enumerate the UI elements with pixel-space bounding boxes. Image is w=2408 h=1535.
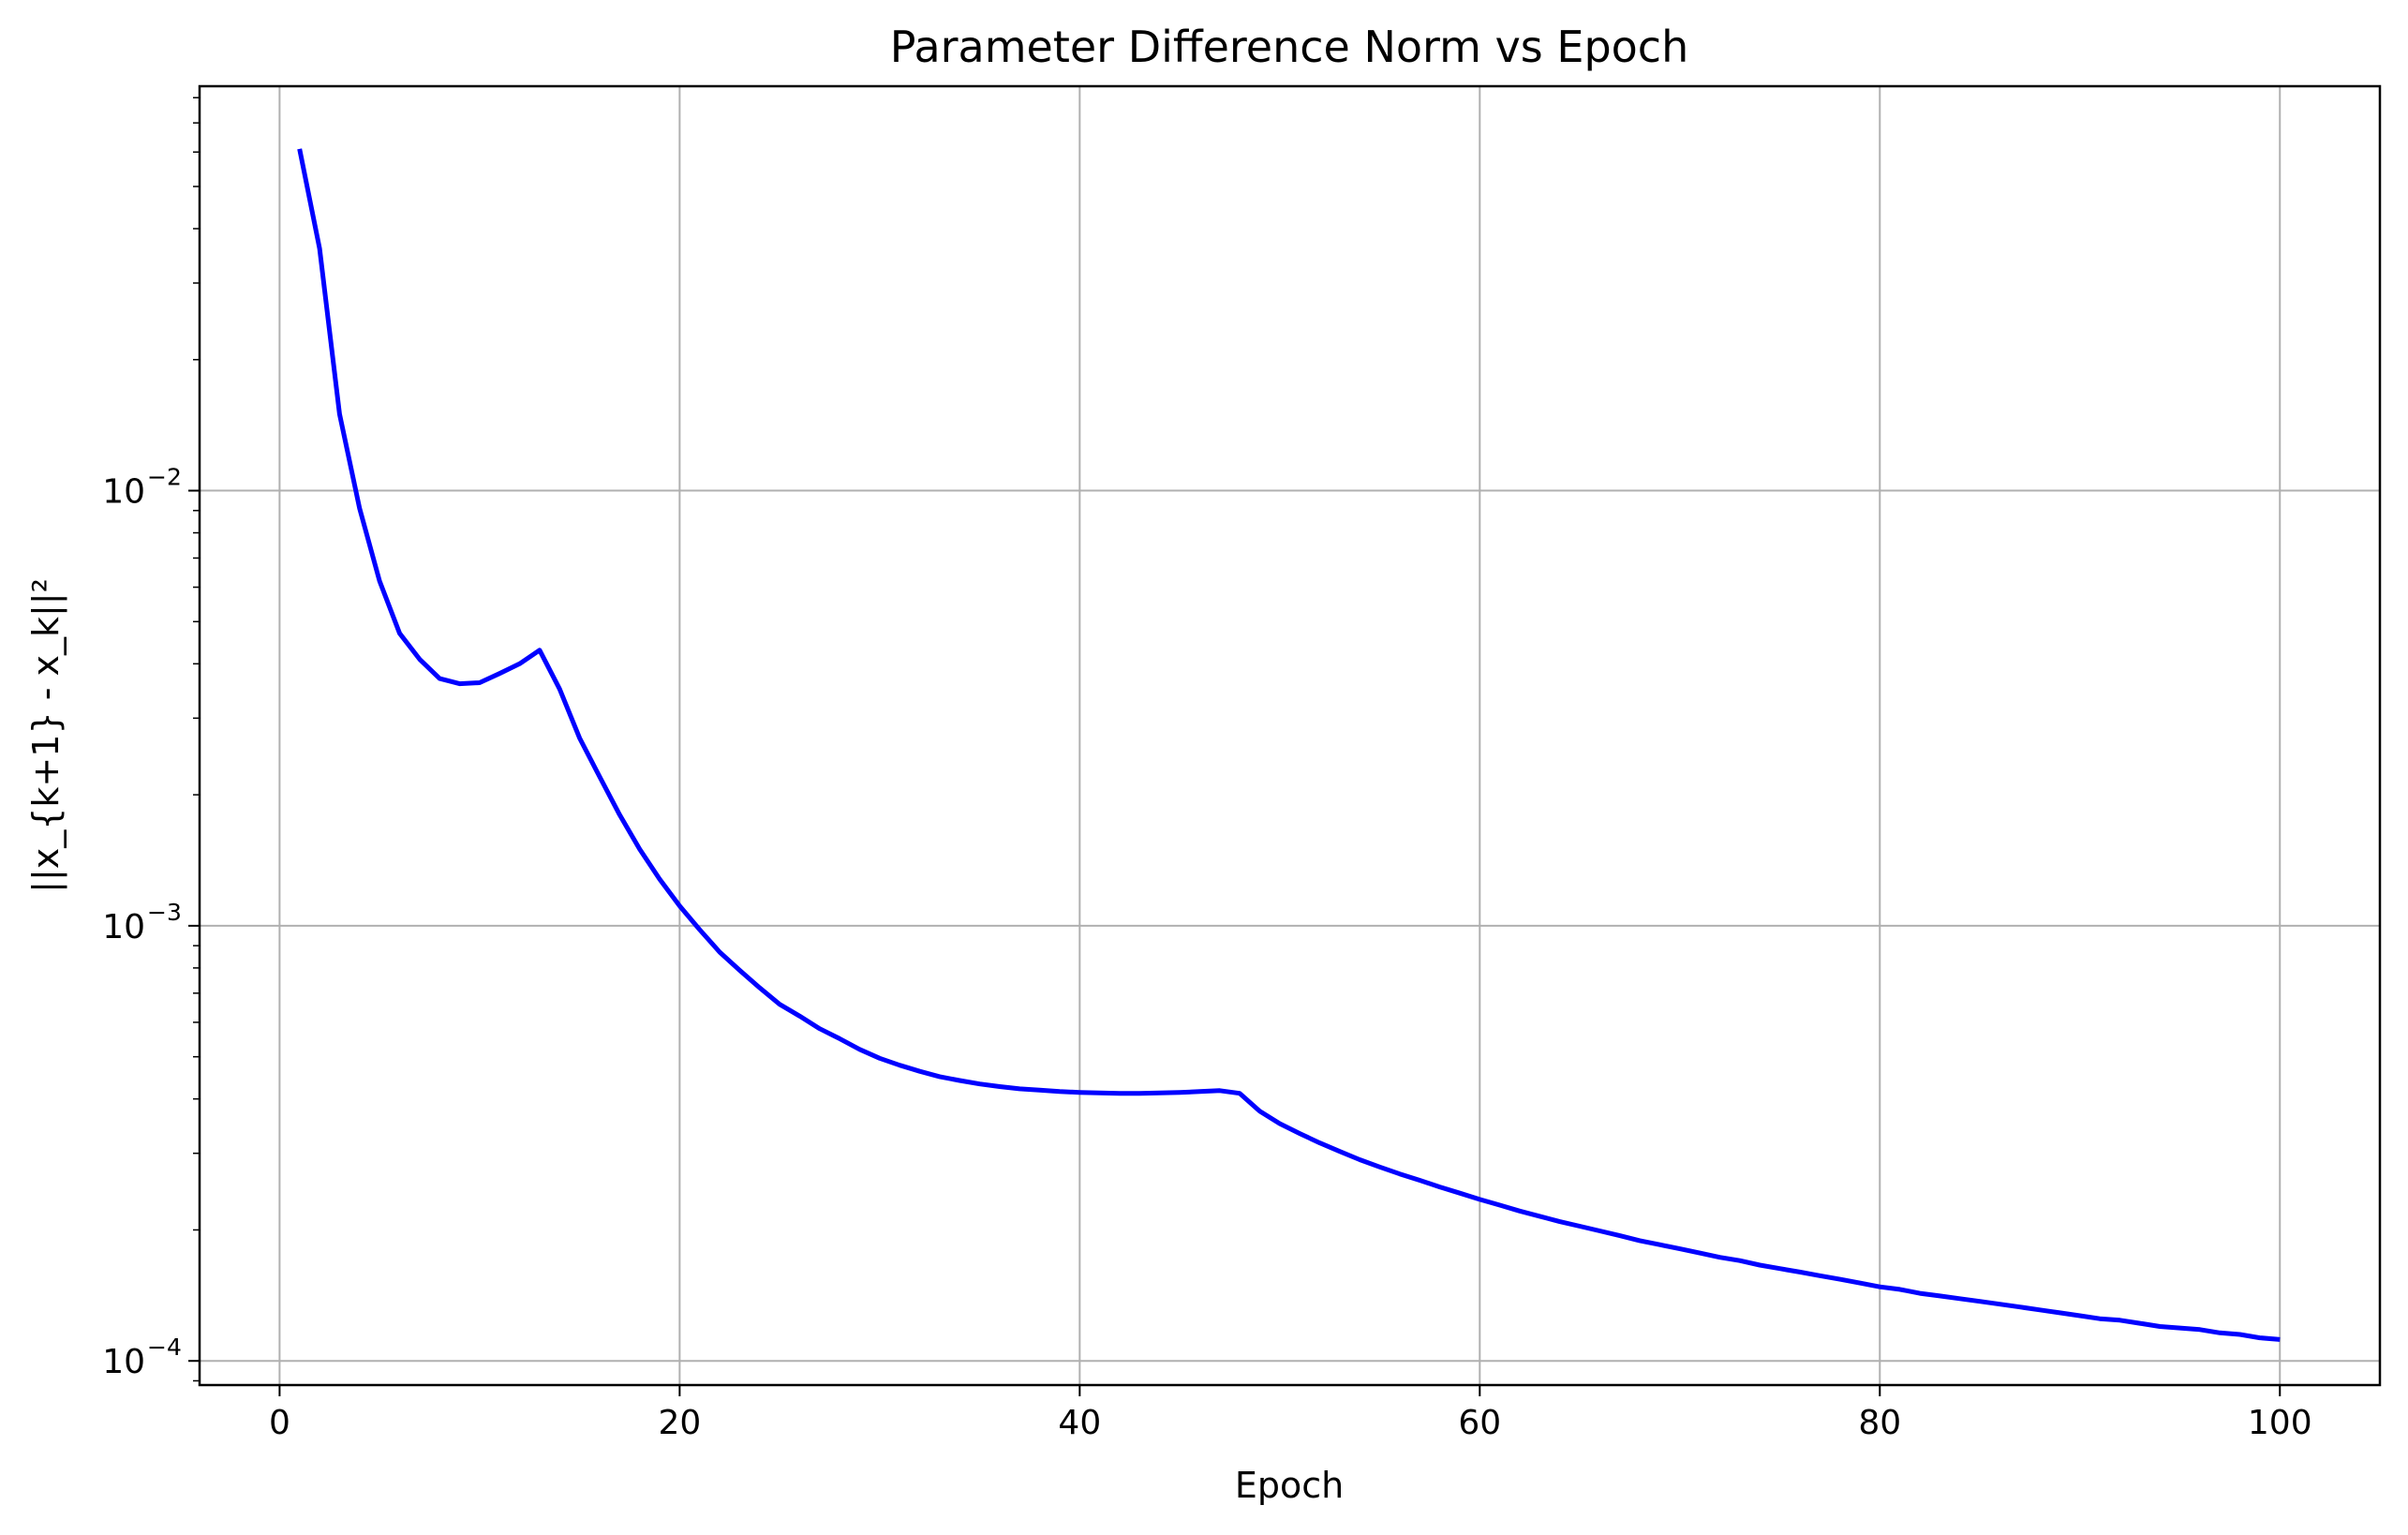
y-tick-label-base: 10 (102, 473, 145, 512)
x-axis-label: Epoch (1235, 1465, 1344, 1506)
x-tick-label: 80 (1858, 1404, 1901, 1442)
y-tick-label-base: 10 (102, 908, 145, 946)
y-axis-label: ||x_{k+1} - x_k||² (25, 578, 67, 893)
series-line (297, 148, 2281, 1342)
y-tick-label-base: 10 (102, 1343, 145, 1381)
y-tick-label-exponent: −4 (147, 1334, 182, 1361)
x-tick-label: 60 (1458, 1404, 1501, 1442)
x-tick-label: 20 (658, 1404, 701, 1442)
series-layer (297, 148, 2281, 1342)
y-tick-label-exponent: −2 (147, 464, 182, 491)
plot-frame (198, 84, 2382, 1387)
gridlines (200, 86, 2380, 1385)
x-tick-label: 100 (2248, 1404, 2312, 1442)
chart-title: Parameter Difference Norm vs Epoch (890, 22, 1688, 72)
y-tick-label-exponent: −3 (147, 899, 182, 926)
x-tick-label: 40 (1058, 1404, 1101, 1442)
x-axis-ticks: 0 20 40 60 80 100 (269, 1385, 2312, 1442)
y-axis-ticks: 10−410−310−2 (102, 97, 200, 1381)
x-tick-label: 0 (269, 1404, 290, 1442)
